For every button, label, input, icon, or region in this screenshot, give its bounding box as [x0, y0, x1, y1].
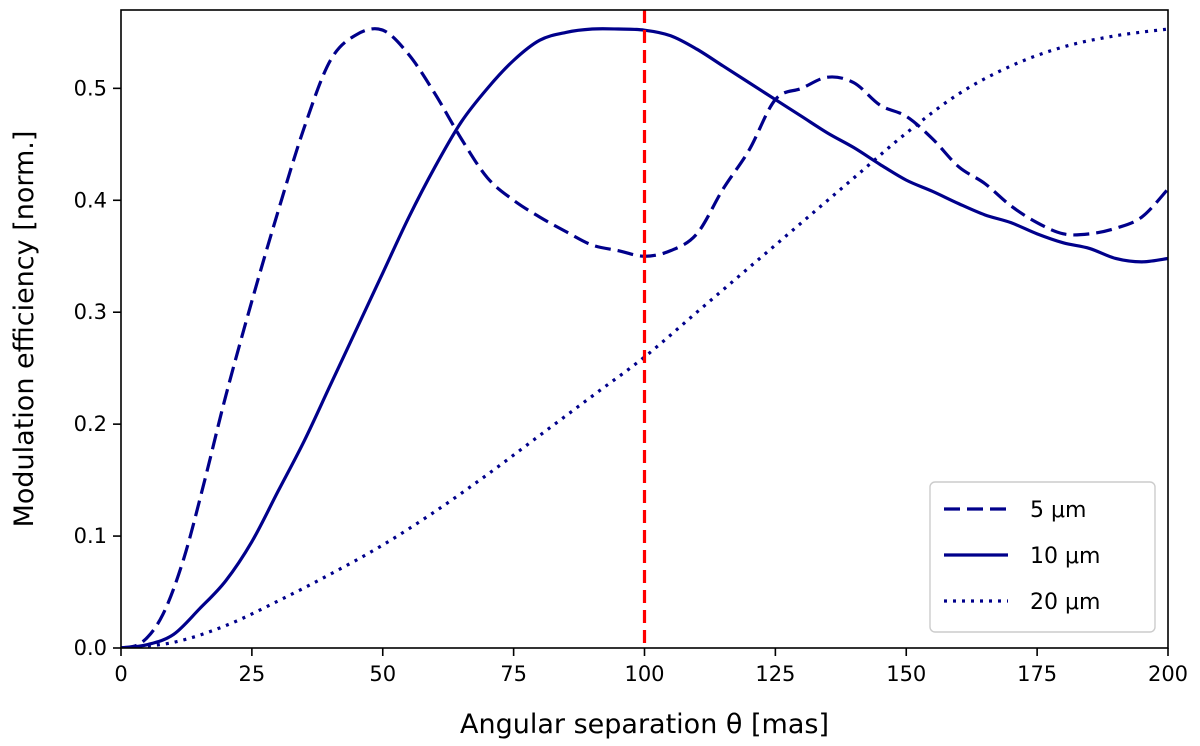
y-tick-label: 0.0 — [74, 636, 107, 660]
y-tick-label: 0.5 — [74, 76, 107, 100]
x-tick-label: 150 — [886, 662, 926, 686]
y-axis-label: Modulation efficiency [norm.] — [9, 131, 40, 528]
x-tick-label: 75 — [500, 662, 527, 686]
x-axis-label: Angular separation θ [mas] — [460, 709, 829, 740]
x-tick-label: 125 — [755, 662, 795, 686]
x-tick-label: 50 — [369, 662, 396, 686]
x-tick-label: 175 — [1017, 662, 1057, 686]
x-tick-label: 25 — [239, 662, 266, 686]
legend: 5 μm 10 μm 20 μm — [929, 481, 1156, 633]
legend-label-2: 10 μm — [1030, 544, 1100, 569]
y-tick-label: 0.1 — [74, 524, 107, 548]
legend-label-3: 20 μm — [1030, 590, 1100, 615]
x-tick-label: 0 — [114, 662, 127, 686]
x-tick-label: 200 — [1148, 662, 1188, 686]
series-line-3 — [121, 27, 1168, 648]
y-axis: 0.0 0.1 0.2 0.3 0.4 0.5 — [74, 76, 121, 660]
x-tick-label: 100 — [624, 662, 664, 686]
legend-box — [929, 481, 1156, 633]
y-tick-label: 0.3 — [74, 300, 107, 324]
y-tick-label: 0.2 — [74, 412, 107, 436]
legend-label-1: 5 μm — [1030, 498, 1086, 523]
y-tick-label: 0.4 — [74, 188, 107, 212]
series-line-1 — [121, 27, 1168, 648]
x-axis: 0 25 50 75 100 125 150 175 200 — [114, 648, 1188, 686]
